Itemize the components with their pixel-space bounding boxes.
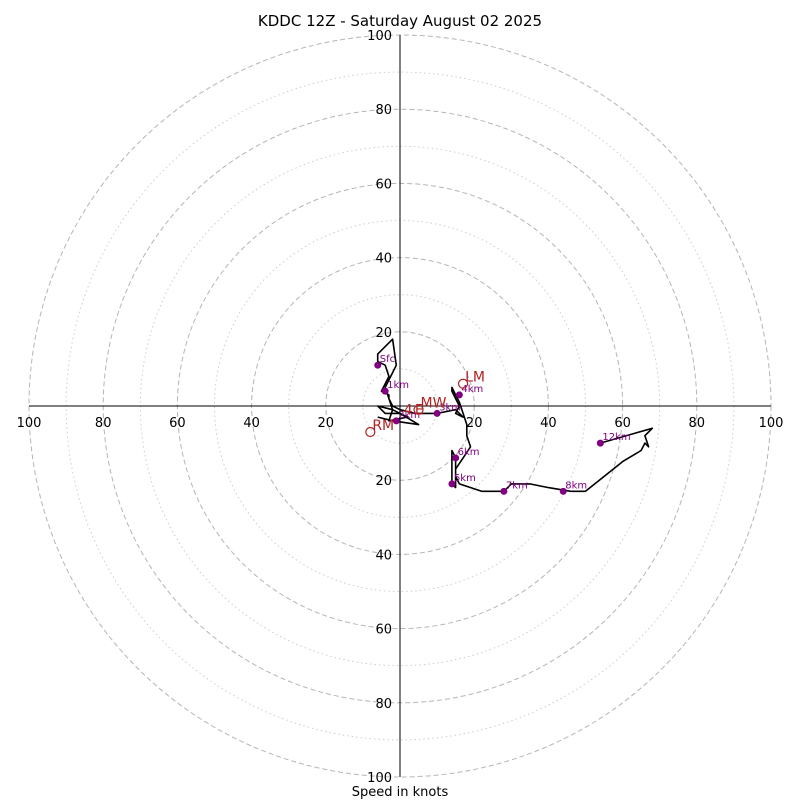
- y-tick-label: 60: [375, 623, 392, 638]
- height-label: 6km: [458, 447, 480, 458]
- y-tick-label: 60: [375, 177, 392, 192]
- storm-motion-marker: [413, 404, 424, 415]
- y-tick-label: 80: [375, 697, 392, 712]
- chart-title: KDDC 12Z - Saturday August 02 2025: [258, 12, 542, 30]
- height-marker: [596, 439, 604, 447]
- x-tick-label: 100: [17, 416, 42, 431]
- x-tick-label: 60: [614, 416, 631, 431]
- x-axis-label: Speed in knots: [352, 785, 449, 800]
- height-label: 5km: [454, 473, 476, 484]
- extra-label: E: [415, 403, 424, 419]
- storm-motion-label: RM: [372, 418, 394, 434]
- height-marker: [448, 480, 456, 488]
- storm-motion-marker: [457, 378, 469, 389]
- hodograph-trace: [376, 338, 654, 493]
- y-tick-label: 20: [375, 474, 392, 489]
- axes: [29, 35, 771, 777]
- x-tick-label: 40: [243, 416, 260, 431]
- x-tick-label: 80: [95, 416, 112, 431]
- hodograph-line: [376, 338, 654, 493]
- height-marker: [374, 361, 382, 369]
- height-marker: [381, 387, 389, 395]
- height-label: 12km: [602, 432, 630, 443]
- height-marker: [500, 487, 508, 495]
- x-tick-label: 60: [169, 416, 186, 431]
- height-marker: [433, 409, 441, 417]
- x-tick-label: 100: [759, 416, 784, 431]
- x-tick-label: 20: [466, 416, 483, 431]
- storm-motion-label: LM: [465, 370, 485, 386]
- y-tick-label: 40: [375, 252, 392, 267]
- height-marker: [392, 417, 400, 425]
- tick-labels: 100 80 60 40 20 20 40 60 80 100 100 80 60 40 20 20 40 60 8…: [17, 29, 784, 786]
- x-tick-label: 80: [689, 416, 706, 431]
- height-label: Sfc: [380, 354, 395, 365]
- storm-motions: LM MW RM E4: [365, 370, 485, 438]
- height-label: 4km: [461, 384, 483, 395]
- height-label: 8km: [565, 480, 587, 491]
- x-tick-label: 20: [318, 416, 335, 431]
- y-tick-label: 40: [375, 548, 392, 563]
- height-marker: [455, 391, 463, 399]
- height-label: 2km: [398, 410, 420, 421]
- height-label: 1km: [387, 380, 409, 391]
- height-marker: [452, 454, 460, 462]
- height-label: 7km: [506, 480, 528, 491]
- x-tick-label: 40: [540, 416, 557, 431]
- y-tick-label: 20: [375, 326, 392, 341]
- height-marker: [559, 487, 567, 495]
- storm-motion-marker: [365, 426, 376, 438]
- y-tick-label: 80: [375, 103, 392, 118]
- extra-label: 4: [404, 403, 413, 419]
- y-tick-label: 100: [367, 29, 392, 44]
- y-tick-label: 100: [367, 771, 392, 786]
- height-label: 3km: [439, 402, 461, 413]
- storm-motion-label: MW: [421, 396, 447, 412]
